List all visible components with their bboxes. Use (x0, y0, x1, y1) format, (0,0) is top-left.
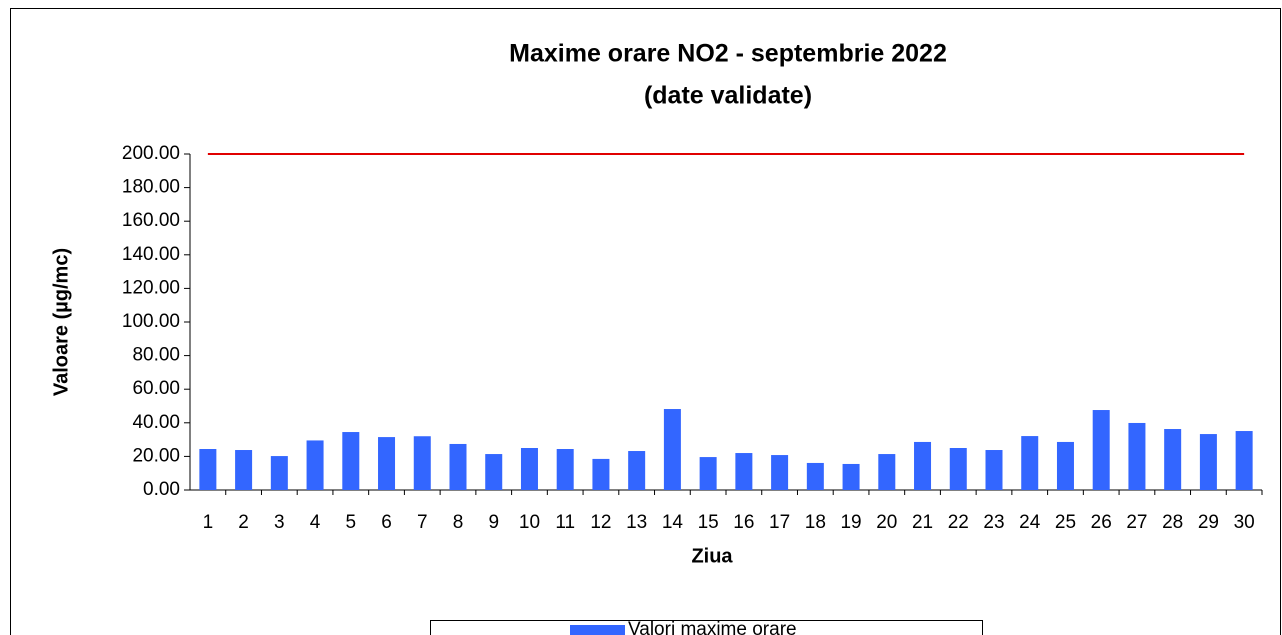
bar (342, 432, 360, 490)
bar (235, 450, 253, 490)
x-tick-label: 21 (912, 512, 933, 533)
x-tick-label: 7 (417, 512, 428, 533)
x-tick-label: 29 (1198, 512, 1219, 533)
y-tick-label: 0.00 (143, 479, 180, 500)
x-tick-label: 20 (876, 512, 897, 533)
bar (1056, 441, 1074, 490)
y-tick-label: 200.00 (122, 143, 180, 164)
x-axis-title: Ziua (691, 545, 733, 567)
x-tick-label: 18 (805, 512, 826, 533)
x-tick-label: 23 (983, 512, 1004, 533)
bar (592, 458, 610, 490)
y-tick-label: 180.00 (122, 177, 180, 198)
x-tick-label: 27 (1126, 512, 1147, 533)
legend-label: Valori maxime orare (628, 619, 797, 635)
chart-subtitle: (date validate) (644, 82, 812, 110)
bar (699, 457, 717, 490)
x-tick-label: 6 (381, 512, 392, 533)
bar (1164, 429, 1182, 490)
legend-box (430, 620, 983, 635)
x-tick-label: 10 (519, 512, 540, 533)
bar (306, 440, 324, 490)
bar (806, 462, 824, 490)
bar (485, 454, 503, 490)
bar (449, 443, 467, 490)
bar (378, 437, 396, 490)
bar (270, 456, 288, 490)
y-tick-label: 160.00 (122, 210, 180, 231)
bar (520, 448, 538, 490)
bar (199, 449, 217, 490)
x-tick-label: 30 (1234, 512, 1255, 533)
x-tick-label: 4 (310, 512, 321, 533)
x-tick-label: 16 (733, 512, 754, 533)
y-tick-label: 120.00 (122, 277, 180, 298)
bar (413, 436, 431, 490)
chart-border (10, 8, 1281, 635)
bar (556, 449, 574, 490)
x-tick-label: 25 (1055, 512, 1076, 533)
y-tick-label: 20.00 (132, 445, 180, 466)
bar (1235, 431, 1253, 490)
bar (878, 454, 896, 490)
bar (663, 409, 681, 490)
y-tick-label: 80.00 (132, 345, 180, 366)
x-tick-label: 5 (346, 512, 357, 533)
x-tick-label: 1 (203, 512, 214, 533)
bar (914, 441, 932, 490)
x-tick-label: 11 (555, 512, 575, 533)
x-tick-label: 15 (698, 512, 719, 533)
x-tick-label: 22 (948, 512, 969, 533)
x-tick-label: 13 (626, 512, 647, 533)
bar (771, 455, 789, 490)
x-tick-label: 24 (1019, 512, 1041, 533)
x-tick-label: 9 (488, 512, 499, 533)
bar (628, 451, 646, 490)
bar (949, 448, 967, 490)
chart-title: Maxime orare NO2 - septembrie 2022 (509, 40, 947, 68)
x-tick-label: 19 (840, 512, 861, 533)
x-tick-label: 3 (274, 512, 285, 533)
x-tick-label: 17 (769, 512, 790, 533)
x-tick-label: 8 (453, 512, 464, 533)
y-tick-label: 140.00 (122, 244, 180, 265)
y-tick-label: 60.00 (132, 378, 180, 399)
y-tick-label: 100.00 (122, 311, 180, 332)
y-tick-label: 40.00 (132, 412, 180, 433)
x-tick-label: 28 (1162, 512, 1183, 533)
bar (1021, 436, 1039, 490)
bar (1128, 422, 1146, 490)
bar (1199, 434, 1217, 490)
bar (842, 463, 860, 490)
bar (1092, 410, 1110, 490)
bar (985, 450, 1003, 490)
legend-swatch (570, 625, 625, 635)
x-tick-label: 26 (1091, 512, 1112, 533)
x-tick-label: 12 (590, 512, 611, 533)
y-axis-title: Valoare (µg/mc) (50, 248, 72, 396)
bar (735, 453, 753, 490)
x-tick-label: 14 (662, 512, 684, 533)
x-tick-label: 2 (238, 512, 249, 533)
